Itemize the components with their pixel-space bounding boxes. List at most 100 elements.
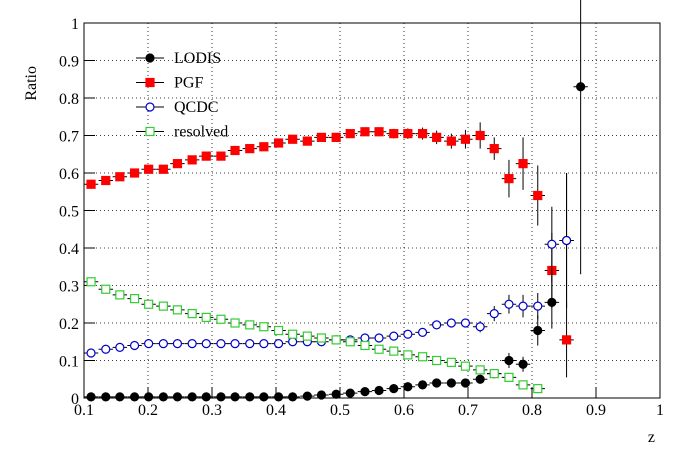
data-point bbox=[129, 168, 140, 178]
data-point bbox=[561, 335, 572, 345]
y-tick-label: 0.8 bbox=[59, 91, 79, 108]
data-point bbox=[273, 339, 284, 349]
legend-label: QCDC bbox=[174, 99, 218, 116]
data-point bbox=[245, 144, 255, 154]
data-point bbox=[446, 378, 456, 388]
data-point bbox=[144, 339, 154, 349]
data-point bbox=[460, 318, 471, 328]
data-point bbox=[115, 392, 125, 402]
data-point bbox=[345, 388, 355, 398]
data-point bbox=[518, 301, 528, 311]
data-point bbox=[374, 333, 384, 343]
data-point bbox=[374, 127, 384, 137]
data-point bbox=[403, 329, 413, 339]
data-point bbox=[273, 392, 284, 402]
data-point bbox=[533, 384, 543, 394]
data-point bbox=[201, 339, 211, 349]
data-point bbox=[187, 155, 197, 165]
data-point bbox=[518, 380, 528, 390]
data-point bbox=[302, 136, 312, 146]
data-point bbox=[432, 132, 442, 142]
data-point bbox=[374, 385, 384, 396]
data-point bbox=[201, 151, 211, 161]
data-point bbox=[360, 340, 370, 351]
data-point bbox=[504, 355, 514, 366]
data-point bbox=[446, 318, 456, 328]
data-point bbox=[86, 277, 96, 287]
y-tick-label: 0.4 bbox=[59, 241, 79, 258]
data-point bbox=[172, 305, 183, 315]
y-tick-label: 0 bbox=[71, 391, 79, 408]
data-point bbox=[345, 337, 355, 347]
data-point bbox=[172, 159, 183, 169]
data-point bbox=[432, 320, 442, 330]
data-point bbox=[230, 145, 240, 156]
data-point bbox=[316, 132, 327, 142]
data-point bbox=[115, 290, 125, 300]
legend-label: LODIS bbox=[174, 50, 221, 67]
data-point bbox=[288, 134, 298, 144]
data-point bbox=[187, 309, 197, 319]
data-point bbox=[504, 174, 514, 184]
data-point bbox=[187, 339, 197, 349]
data-point bbox=[115, 172, 125, 182]
data-point bbox=[403, 350, 413, 360]
data-point bbox=[489, 144, 499, 154]
x-tick-label: 0.4 bbox=[266, 402, 286, 419]
data-point bbox=[302, 331, 312, 341]
data-point bbox=[417, 380, 428, 390]
data-point bbox=[129, 392, 140, 402]
data-point bbox=[158, 301, 168, 311]
data-point bbox=[158, 392, 168, 402]
y-tick-label: 1 bbox=[71, 16, 79, 33]
data-point bbox=[360, 127, 370, 137]
x-tick-label: 0.9 bbox=[586, 402, 606, 419]
data-point bbox=[417, 327, 428, 337]
y-tick-label: 0.5 bbox=[59, 204, 79, 221]
data-point bbox=[489, 369, 499, 379]
data-point bbox=[360, 333, 370, 343]
data-point bbox=[489, 309, 499, 319]
data-point bbox=[403, 382, 413, 392]
legend-label: resolved bbox=[174, 124, 228, 141]
data-point bbox=[475, 365, 485, 375]
data-point bbox=[518, 159, 528, 169]
data-point bbox=[158, 164, 168, 174]
legend-marker bbox=[145, 126, 155, 137]
data-point bbox=[576, 82, 586, 92]
data-point bbox=[201, 392, 211, 402]
x-tick-label: 0.5 bbox=[330, 402, 350, 419]
data-point bbox=[144, 164, 154, 174]
data-point bbox=[101, 284, 111, 294]
x-tick-label: 0.3 bbox=[202, 402, 222, 419]
data-point bbox=[172, 392, 183, 402]
data-point bbox=[417, 352, 428, 362]
data-point bbox=[446, 136, 456, 146]
x-tick-label: 0.8 bbox=[522, 402, 542, 419]
data-point bbox=[259, 322, 269, 332]
data-point bbox=[259, 339, 269, 349]
data-point bbox=[475, 130, 485, 141]
x-axis-label: z bbox=[648, 429, 655, 446]
data-point bbox=[230, 318, 240, 328]
y-tick-label: 0.2 bbox=[59, 316, 79, 333]
data-point bbox=[288, 329, 298, 339]
data-point bbox=[533, 325, 543, 336]
x-tick-label: 0.6 bbox=[394, 402, 414, 419]
data-point bbox=[259, 142, 269, 152]
data-point bbox=[86, 179, 96, 189]
data-point bbox=[288, 392, 298, 402]
data-point bbox=[201, 312, 211, 322]
data-point bbox=[331, 389, 341, 399]
data-point bbox=[475, 322, 485, 332]
data-point bbox=[331, 132, 341, 142]
data-point bbox=[460, 361, 471, 371]
data-point bbox=[144, 299, 154, 309]
y-tick-label: 0.7 bbox=[59, 129, 79, 146]
data-point bbox=[216, 392, 226, 402]
data-point bbox=[144, 392, 154, 402]
data-point bbox=[345, 129, 355, 139]
y-tick-label: 0.3 bbox=[59, 279, 79, 296]
data-point bbox=[533, 190, 543, 201]
